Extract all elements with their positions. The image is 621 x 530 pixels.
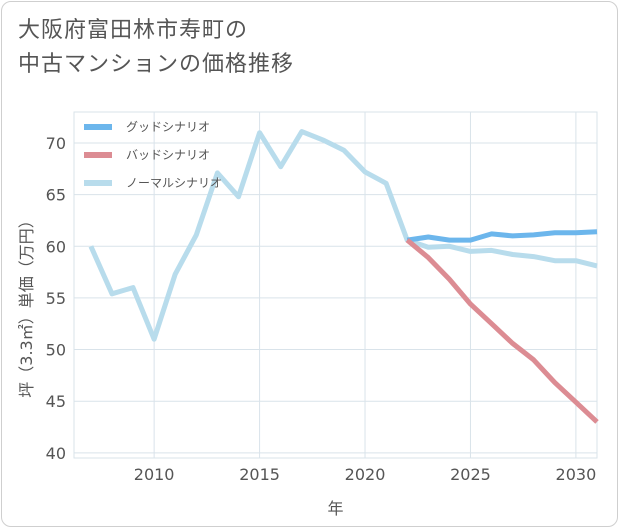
series-lines bbox=[88, 129, 599, 424]
legend-label-2: ノーマルシナリオ bbox=[126, 176, 222, 190]
series-line-0 bbox=[406, 229, 598, 243]
chart-title: 大阪府富田林市寿町の 中古マンションの価格推移 bbox=[18, 14, 438, 82]
x-tick-label: 2015 bbox=[239, 465, 280, 484]
x-tick-label: 2020 bbox=[345, 465, 386, 484]
legend-label-0: グッドシナリオ bbox=[126, 120, 210, 134]
series-line-2 bbox=[88, 129, 598, 342]
y-tick-label: 45 bbox=[46, 392, 66, 411]
grid-lines bbox=[73, 111, 598, 459]
plot-area bbox=[73, 111, 598, 459]
title-line-2: 中古マンションの価格推移 bbox=[18, 52, 295, 77]
x-tick-label: 2030 bbox=[556, 465, 597, 484]
title-line-1: 大阪府富田林市寿町の bbox=[18, 18, 249, 43]
legend-label-1: バッドシナリオ bbox=[126, 148, 210, 162]
y-tick-label: 55 bbox=[46, 289, 66, 308]
y-tick-label: 70 bbox=[46, 134, 66, 153]
y-tick-label: 50 bbox=[46, 341, 66, 360]
x-axis-label: 年 bbox=[327, 499, 343, 518]
axis-ticks: 40 45 50 55 60 65 70 2010 2015 2020 2025 2030 bbox=[46, 134, 597, 484]
y-tick-label: 40 bbox=[46, 444, 66, 463]
y-tick-label: 65 bbox=[46, 186, 66, 205]
series-line-1 bbox=[405, 238, 599, 424]
y-tick-label: 60 bbox=[46, 237, 66, 256]
x-tick-label: 2010 bbox=[134, 465, 175, 484]
x-tick-label: 2025 bbox=[450, 465, 491, 484]
y-axis-label: 坪（3.3㎡）単価（万円） bbox=[17, 212, 36, 397]
